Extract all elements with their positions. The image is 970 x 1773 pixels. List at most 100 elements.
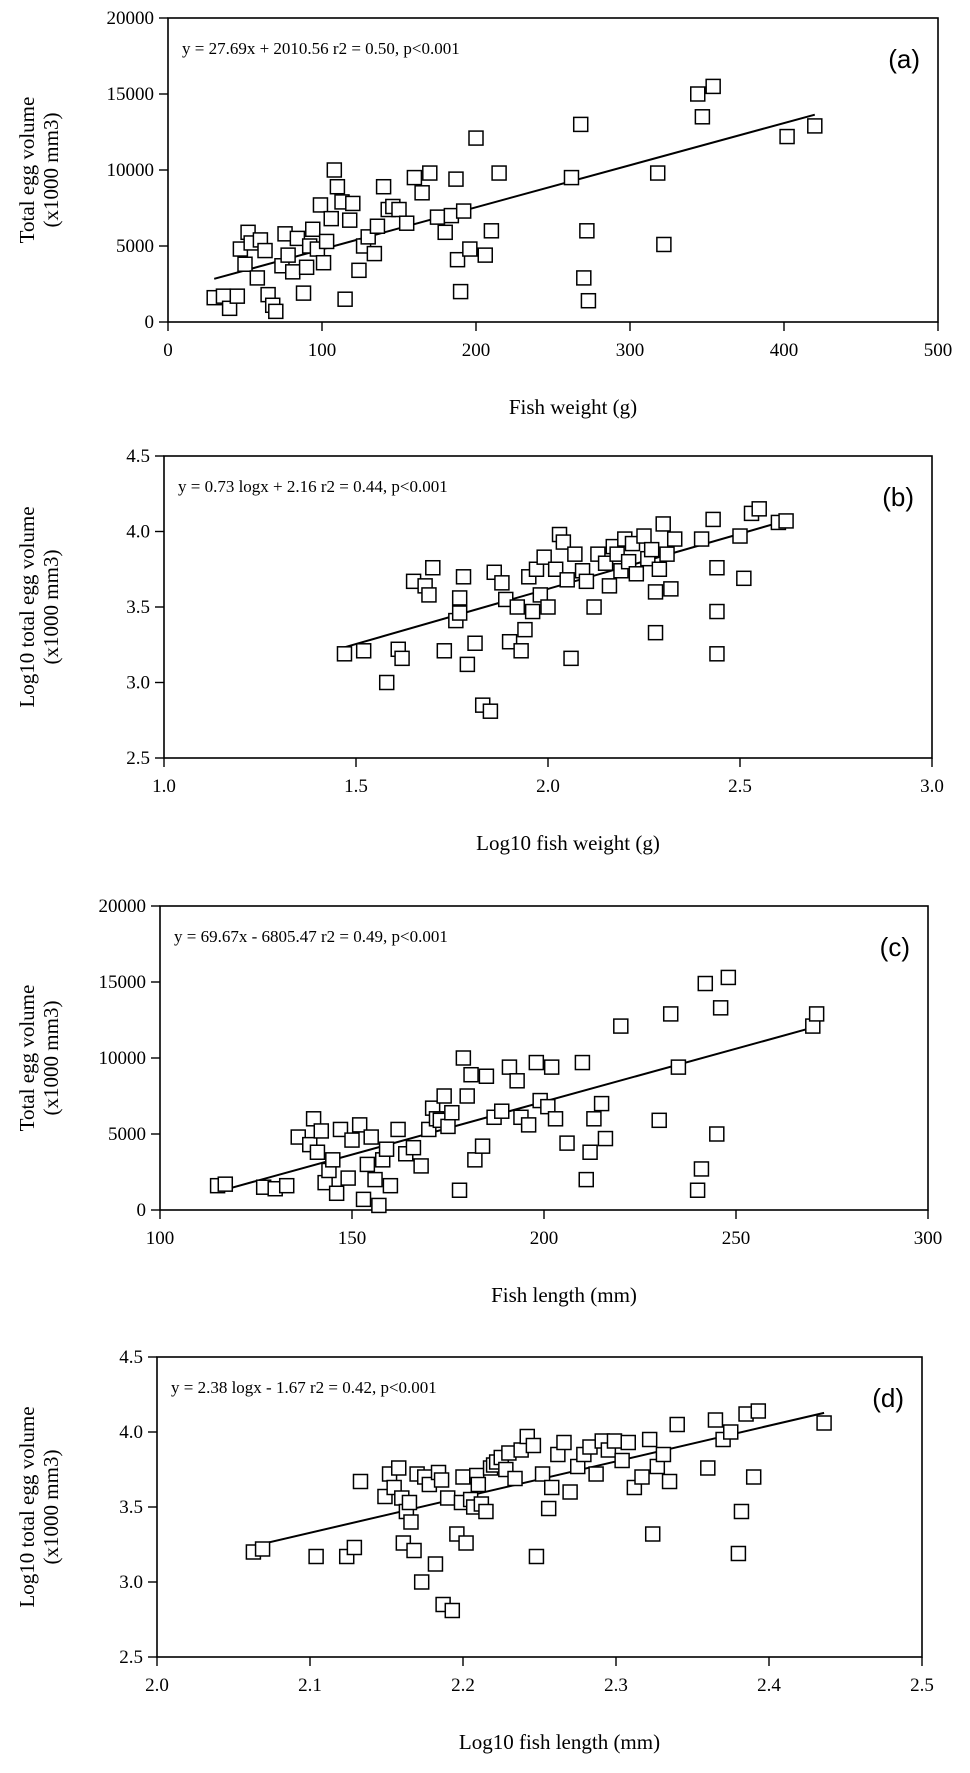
data-point: [723, 1424, 739, 1440]
data-point: [520, 1117, 537, 1133]
data-point: [507, 1470, 523, 1487]
data-point: [689, 1182, 706, 1198]
data-point: [559, 572, 575, 588]
data-point: [305, 221, 321, 238]
data-point: [463, 1066, 479, 1083]
data-point: [390, 1121, 406, 1138]
data-point: [588, 1466, 604, 1482]
data-point: [406, 169, 423, 186]
y-tick-label: 4.0: [126, 522, 150, 543]
data-point: [578, 1171, 594, 1188]
data-point: [229, 288, 246, 304]
x-tick-label: 0: [163, 340, 173, 361]
data-point: [308, 1548, 324, 1565]
data-point: [467, 635, 483, 651]
data-point: [733, 1503, 750, 1520]
data-point: [366, 245, 383, 262]
data-point: [394, 650, 410, 667]
data-point: [468, 130, 484, 146]
y-axis-title-line: (x1000 mm3): [39, 550, 63, 665]
data-point: [467, 1152, 483, 1168]
data-point: [455, 569, 472, 585]
regression-equation: y = 69.67x - 6805.47 r2 = 0.49, p<0.001: [174, 927, 448, 946]
y-tick-label: 10000: [107, 160, 155, 181]
data-point: [578, 573, 595, 590]
x-tick-label: 200: [530, 1228, 559, 1249]
data-point: [567, 546, 583, 562]
data-point: [559, 1135, 575, 1151]
y-tick-label: 10000: [99, 1048, 147, 1069]
data-point: [730, 1545, 747, 1562]
data-point: [444, 1104, 460, 1121]
data-point: [337, 291, 353, 307]
data-point: [736, 570, 752, 587]
panel-d: 2.5 3.0 3.5 4.0 4.5 2.0 2.1 2.2 2.3 2.4 2.5 Log10 f…: [15, 1347, 934, 1754]
data-point: [436, 643, 453, 659]
data-point: [597, 555, 614, 571]
data-point: [237, 256, 253, 272]
data-point: [401, 1494, 418, 1511]
data-point: [807, 118, 823, 134]
x-tick-label: 2.1: [298, 1675, 322, 1696]
data-point: [540, 1500, 557, 1517]
data-point: [336, 646, 353, 662]
data-point: [528, 1548, 545, 1565]
y-tick-label: 20000: [107, 8, 155, 29]
y-tick-label: 2.5: [126, 748, 150, 769]
data-point: [662, 1006, 679, 1022]
data-point: [712, 1000, 729, 1016]
data-point: [429, 209, 446, 225]
data-point: [580, 292, 597, 309]
data-point: [315, 254, 332, 271]
y-axis-title-line: (x1000 mm3): [39, 1450, 63, 1565]
data-point: [563, 650, 579, 667]
data-point: [455, 203, 472, 219]
data-point: [651, 561, 668, 577]
data-point: [693, 1161, 710, 1177]
x-tick-label: 1.0: [152, 776, 176, 797]
data-point: [414, 185, 430, 201]
data-point: [501, 633, 518, 650]
x-tick-label: 500: [924, 340, 953, 361]
panel-c: 0 5000 10000 15000 20000 100 150 200 250 300 Fish …: [15, 896, 942, 1307]
data-point: [344, 1132, 360, 1148]
data-point: [422, 165, 438, 181]
data-point: [406, 1542, 422, 1559]
data-point: [474, 1138, 491, 1154]
regression-equation: y = 0.73 logx + 2.16 r2 = 0.44, p<0.001: [178, 477, 448, 496]
y-tick-label: 3.5: [126, 597, 150, 618]
data-point: [808, 1006, 825, 1022]
x-tick-label: 150: [338, 1228, 367, 1249]
data-point: [421, 587, 437, 603]
data-point: [572, 116, 589, 133]
y-axis-title-line: Log10 total egg volume: [15, 1406, 39, 1607]
data-point: [280, 247, 296, 263]
data-point: [326, 162, 343, 178]
data-point: [707, 1412, 724, 1428]
data-point: [382, 1177, 399, 1194]
data-point: [556, 1434, 572, 1451]
data-point: [433, 1472, 450, 1488]
data-point: [398, 215, 415, 231]
data-point: [451, 590, 468, 606]
data-point: [620, 1434, 636, 1451]
y-axis-title-line: Log10 total egg volume: [15, 506, 39, 707]
data-point: [359, 1156, 376, 1173]
data-point: [525, 1437, 542, 1454]
data-point: [217, 1176, 234, 1192]
data-point: [437, 224, 453, 241]
data-point: [709, 1126, 725, 1142]
data-point: [355, 1191, 372, 1208]
x-tick-label: 2.0: [536, 776, 560, 797]
x-tick-label: 100: [146, 1228, 175, 1249]
data-point: [562, 1484, 578, 1500]
data-point: [345, 195, 361, 212]
data-point: [452, 283, 469, 300]
data-point: [709, 603, 725, 620]
data-point: [745, 1469, 762, 1485]
data-point: [601, 578, 618, 594]
data-point: [655, 516, 671, 532]
data-point: [449, 251, 466, 268]
